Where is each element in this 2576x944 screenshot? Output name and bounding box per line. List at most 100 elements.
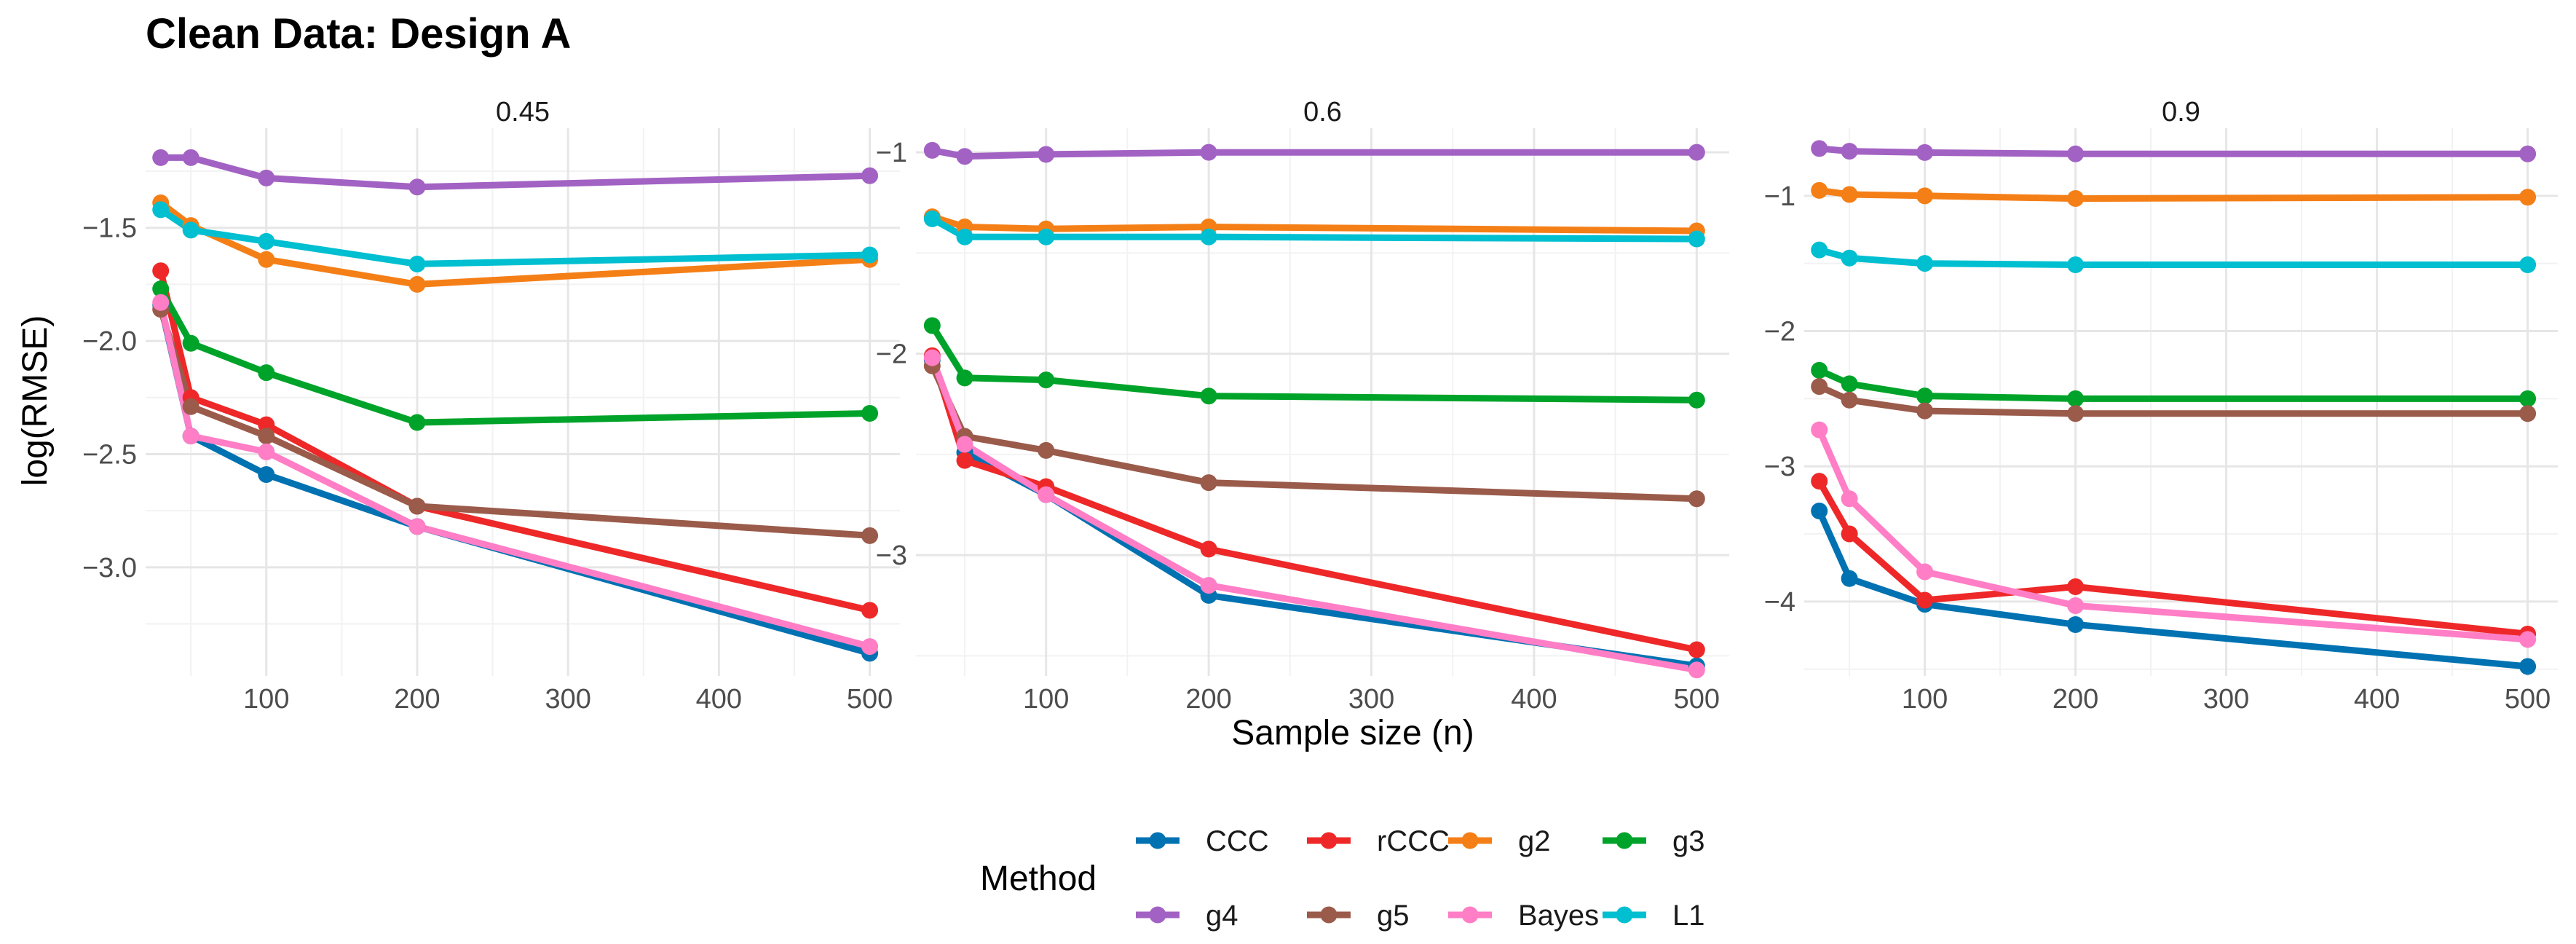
chart-title: Clean Data: Design A xyxy=(146,10,571,58)
data-point-g3 xyxy=(923,317,941,334)
x-tick-label: 200 xyxy=(1185,684,1231,715)
data-point-g3 xyxy=(258,364,275,382)
y-tick-label: −4 xyxy=(1764,587,1795,618)
data-point-g4 xyxy=(1841,143,1858,160)
data-point-g4 xyxy=(408,178,426,196)
legend-entry-rCCC: rCCC xyxy=(1307,825,1450,857)
y-tick-label: −1 xyxy=(876,138,907,168)
data-point-g2 xyxy=(2519,189,2537,206)
data-point-L1 xyxy=(258,232,275,250)
legend-entry-L1: L1 xyxy=(1603,900,1705,932)
x-tick-label: 500 xyxy=(2505,684,2551,715)
series-points xyxy=(152,149,879,662)
data-point-L1 xyxy=(956,228,973,245)
data-point-rCCC xyxy=(1841,525,1858,543)
x-tick-label: 500 xyxy=(847,684,893,715)
data-point-g4 xyxy=(1200,143,1217,161)
data-point-rCCC xyxy=(1200,540,1217,558)
data-point-L1 xyxy=(1811,241,1828,259)
legend-label-g2: g2 xyxy=(1518,825,1551,857)
data-point-g3 xyxy=(1916,388,1934,405)
data-point-g4 xyxy=(2519,145,2537,162)
data-point-g2 xyxy=(1916,187,1934,205)
legend-entry-g4: g4 xyxy=(1136,900,1238,932)
data-point-g3 xyxy=(152,280,170,298)
legend-key-point-L1 xyxy=(1616,906,1633,924)
data-point-rCCC xyxy=(861,602,879,619)
data-point-L1 xyxy=(861,246,879,264)
data-point-g2 xyxy=(408,275,426,293)
data-point-g5 xyxy=(1688,490,1705,508)
y-tick-label: −1.5 xyxy=(82,213,137,244)
data-point-g5 xyxy=(1916,402,1934,420)
data-point-g2 xyxy=(258,251,275,268)
data-point-Bayes xyxy=(1811,421,1828,438)
data-point-g5 xyxy=(182,398,199,415)
panel-2: 0.6 −1 −2 −3 100 200 300 400 500 xyxy=(876,97,1729,715)
x-tick-label: 100 xyxy=(1023,684,1069,715)
legend-label-Bayes: Bayes xyxy=(1518,900,1599,932)
data-point-L1 xyxy=(2067,256,2085,274)
data-point-L1 xyxy=(2519,256,2537,274)
data-point-g4 xyxy=(182,149,199,166)
y-tick-label: −2.5 xyxy=(82,439,137,470)
data-point-g3 xyxy=(1038,371,1055,389)
x-tick-label: 400 xyxy=(2354,684,2400,715)
data-point-g4 xyxy=(1038,146,1055,163)
data-point-CCC xyxy=(2519,658,2537,675)
data-point-g2 xyxy=(1811,181,1828,199)
data-point-g4 xyxy=(258,169,275,186)
data-point-g4 xyxy=(1916,143,1934,161)
data-point-Bayes xyxy=(1841,490,1858,508)
data-point-g3 xyxy=(1841,375,1858,393)
data-point-g4 xyxy=(2067,145,2085,162)
data-point-Bayes xyxy=(1916,563,1934,581)
data-point-CCC xyxy=(258,465,275,483)
data-point-L1 xyxy=(1916,255,1934,272)
legend-label-CCC: CCC xyxy=(1206,825,1269,857)
data-point-L1 xyxy=(1841,249,1858,267)
data-point-g5 xyxy=(258,428,275,445)
data-point-g3 xyxy=(861,405,879,422)
x-tick-label: 300 xyxy=(545,684,590,715)
y-axis-title: log(RMSE) xyxy=(16,315,55,487)
data-point-Bayes xyxy=(182,428,199,445)
data-point-g5 xyxy=(1841,391,1858,409)
data-point-L1 xyxy=(182,221,199,239)
data-point-Bayes xyxy=(152,294,170,311)
data-point-g3 xyxy=(1688,391,1705,409)
data-point-g5 xyxy=(2519,405,2537,422)
legend-entry-g5: g5 xyxy=(1307,900,1410,932)
legend-entry-Bayes: Bayes xyxy=(1448,900,1599,932)
data-point-g3 xyxy=(1200,388,1217,405)
data-point-Bayes xyxy=(923,349,941,366)
x-tick-label: 400 xyxy=(696,684,742,715)
legend-key-point-Bayes xyxy=(1461,906,1479,924)
data-point-g4 xyxy=(1811,140,1828,157)
data-point-Bayes xyxy=(258,443,275,460)
x-tick-label: 100 xyxy=(1902,684,1948,715)
legend-entry-g3: g3 xyxy=(1603,825,1705,857)
data-point-g3 xyxy=(2519,390,2537,407)
y-tick-label: −2 xyxy=(1764,317,1795,347)
data-point-g5 xyxy=(408,497,426,515)
data-point-g2 xyxy=(1841,186,1858,203)
data-point-g2 xyxy=(2067,190,2085,208)
legend-title: Method xyxy=(980,860,1097,898)
data-point-L1 xyxy=(923,210,941,227)
data-point-g5 xyxy=(861,527,879,544)
data-point-rCCC xyxy=(1916,591,1934,609)
data-point-L1 xyxy=(152,201,170,219)
panel-1: 0.45 −1.5 −2.0 −2.5 −3.0 100 200 300 400 500 xyxy=(82,97,900,715)
panel-label: 0.6 xyxy=(1303,97,1342,127)
data-point-rCCC xyxy=(1688,641,1705,658)
data-point-g3 xyxy=(1811,361,1828,379)
data-point-rCCC xyxy=(1811,473,1828,490)
data-point-L1 xyxy=(1688,230,1705,248)
data-point-L1 xyxy=(1038,228,1055,245)
panel-label: 0.9 xyxy=(2162,97,2200,127)
legend-entry-CCC: CCC xyxy=(1136,825,1269,857)
data-point-g3 xyxy=(408,414,426,431)
data-point-Bayes xyxy=(408,518,426,535)
